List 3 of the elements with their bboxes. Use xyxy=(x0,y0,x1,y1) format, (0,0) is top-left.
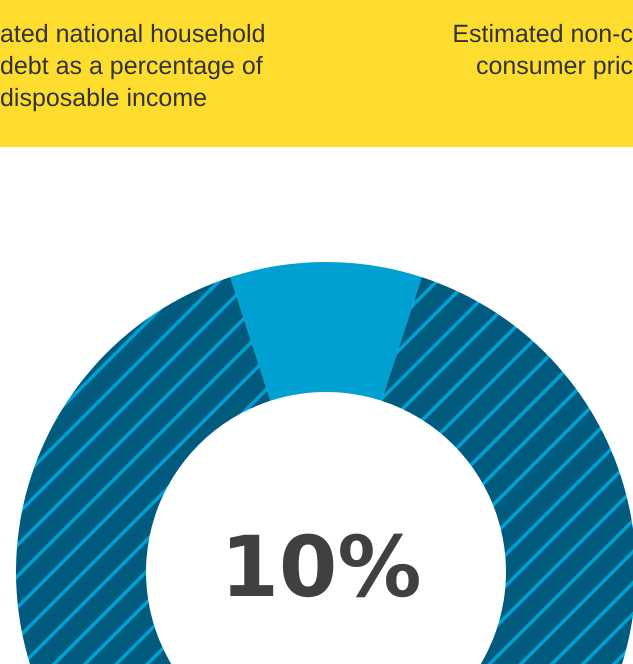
text: ated national household debt as a percentage of disposable income xyxy=(0,19,266,114)
text: 10% xyxy=(220,518,422,616)
text: Estimated non-c consumer pric xyxy=(452,19,633,82)
